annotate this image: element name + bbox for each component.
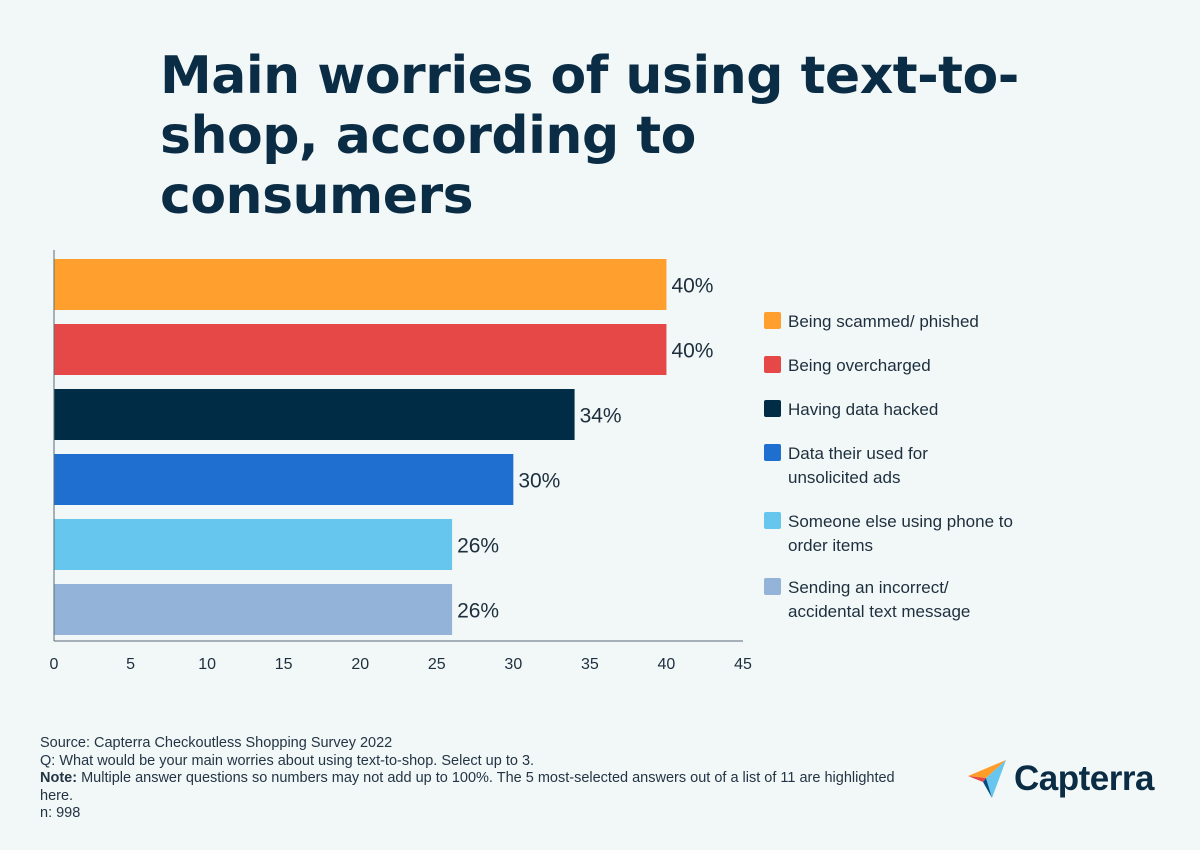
bar-value-label: 30% — [518, 470, 560, 493]
bar — [54, 324, 667, 375]
legend-item: Being overcharged — [764, 354, 1064, 378]
capterra-arrow-icon — [968, 760, 1006, 798]
legend-item: Data their used for unsolicited ads — [764, 442, 1064, 490]
capterra-logo[interactable]: Capterra — [966, 758, 1154, 800]
question-text: Q: What would be your main worries about… — [40, 752, 535, 769]
source-text: Source: Capterra Checkoutless Shopping S… — [40, 735, 393, 751]
chart-title: Main worries of using text-to-shop, acco… — [160, 46, 1019, 226]
bar-value-label: 34% — [580, 405, 622, 428]
legend-label: Sending an incorrect/ accidental text me… — [788, 578, 971, 621]
bar — [54, 389, 575, 440]
note-body: Multiple answer questions so numbers may… — [40, 770, 895, 804]
legend-swatch — [764, 400, 781, 417]
x-tick-label: 30 — [504, 656, 522, 673]
legend-label: Being overcharged — [788, 356, 931, 375]
sample-size: n: 998 — [40, 805, 81, 821]
x-tick-label: 15 — [275, 656, 293, 673]
bar — [54, 454, 514, 505]
x-tick-label: 10 — [198, 656, 216, 673]
bar — [54, 584, 453, 635]
bar-value-label: 26% — [457, 535, 499, 558]
legend-item: Sending an incorrect/ accidental text me… — [764, 576, 1064, 624]
logo-text: Capterra — [1014, 759, 1154, 798]
bar-value-label: 26% — [457, 600, 499, 623]
legend-swatch — [764, 356, 781, 373]
legend-item: Having data hacked — [764, 398, 1064, 422]
bar — [54, 519, 453, 570]
x-tick-label: 5 — [126, 656, 135, 673]
legend-swatch — [764, 578, 781, 595]
bar-value-label: 40% — [671, 275, 713, 298]
legend-label: Being scammed/ phished — [788, 312, 979, 331]
legend-label: Data their used for unsolicited ads — [788, 444, 928, 487]
x-tick-label: 40 — [658, 656, 676, 673]
x-tick-label: 35 — [581, 656, 599, 673]
chart-footer: Source: Capterra Checkoutless Shopping S… — [40, 735, 940, 823]
legend-swatch — [764, 312, 781, 329]
legend-swatch — [764, 444, 781, 461]
bar — [54, 259, 667, 310]
x-tick-label: 25 — [428, 656, 446, 673]
legend-item: Being scammed/ phished — [764, 310, 1064, 334]
legend-label: Having data hacked — [788, 400, 939, 419]
legend-swatch — [764, 512, 781, 529]
bar-chart: 40% 40% 34% 30% 26% 26% 0 5 10 15 20 25 30 35 40 45 — [50, 250, 752, 673]
bar-value-label: 40% — [671, 340, 713, 363]
note-label: Note: — [40, 770, 78, 786]
legend-item: Someone else using phone to order items — [764, 510, 1064, 558]
note-text: Note: Multiple answer questions so numbe… — [40, 770, 930, 805]
x-tick-label: 45 — [734, 656, 752, 673]
x-tick-label: 20 — [351, 656, 369, 673]
x-tick-label: 0 — [50, 656, 59, 673]
legend-label: Someone else using phone to order items — [788, 512, 1013, 555]
